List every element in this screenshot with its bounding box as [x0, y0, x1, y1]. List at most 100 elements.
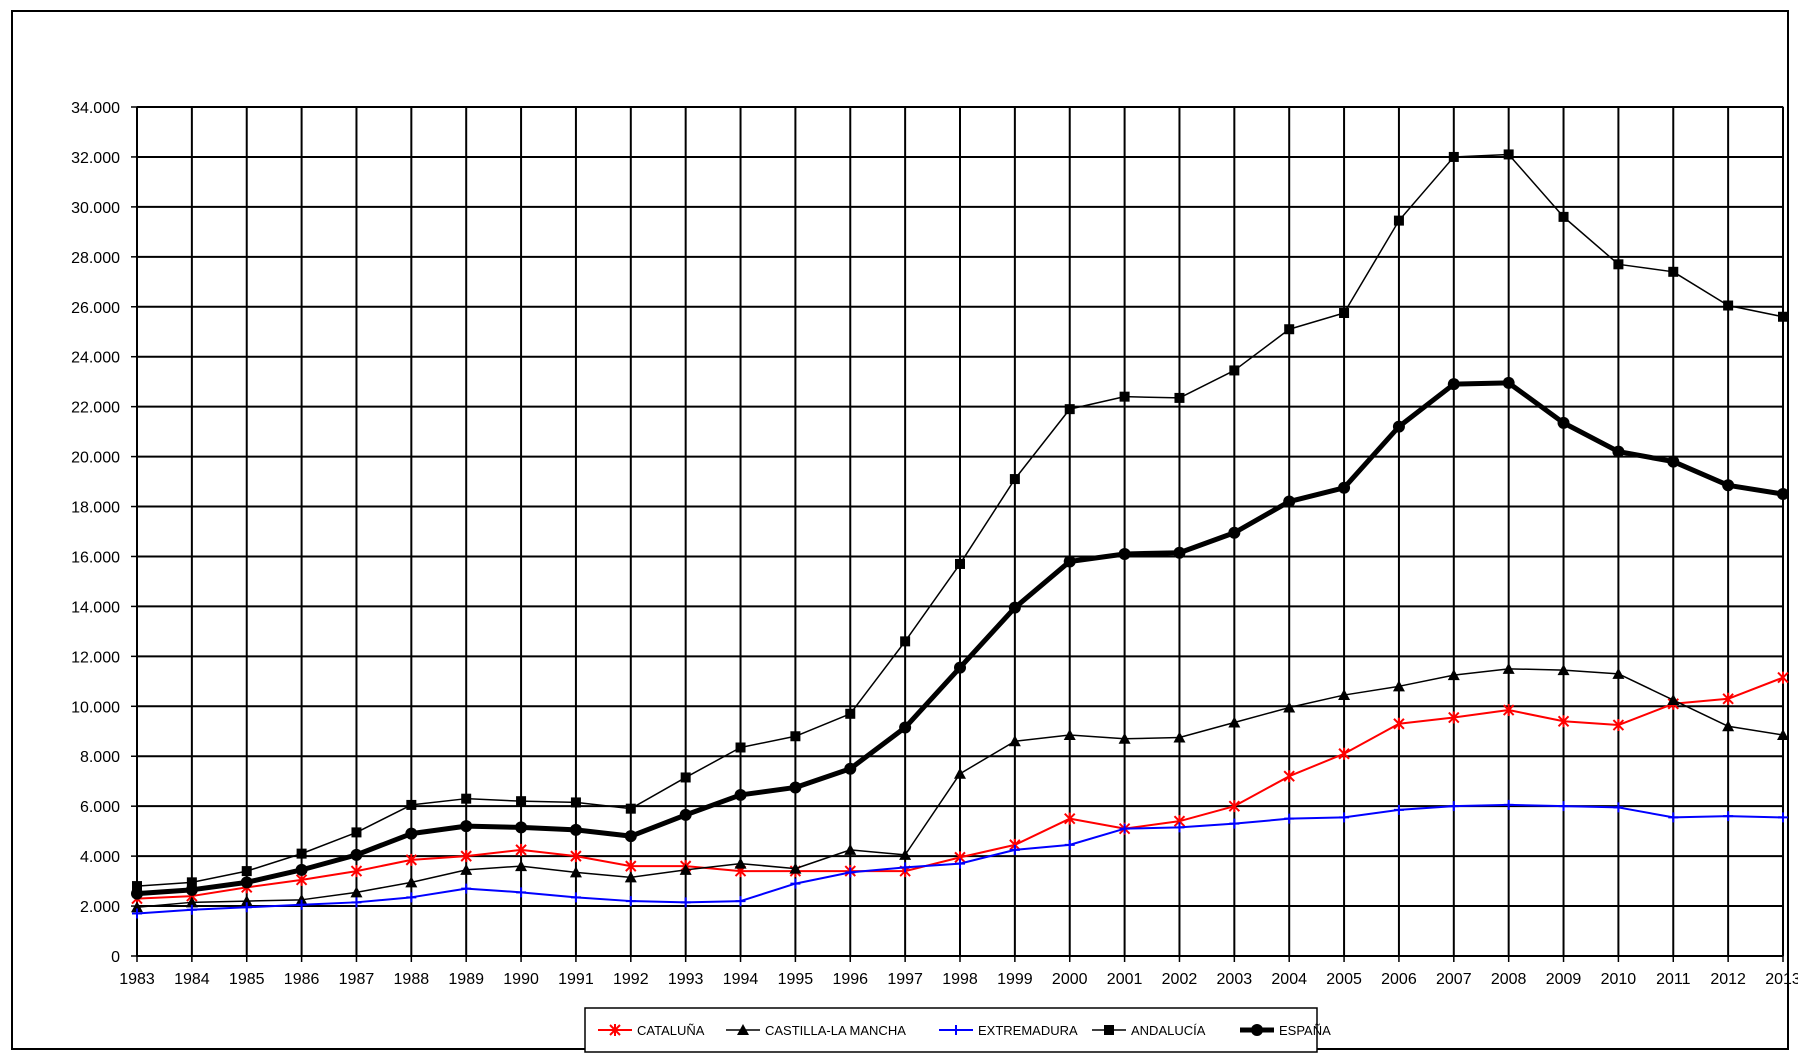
- y-tick-label: 0: [111, 949, 120, 966]
- legend-item: ANDALUCÍA: [1092, 1023, 1206, 1038]
- data-point: [405, 827, 418, 840]
- x-tick-label: 1985: [229, 971, 265, 988]
- x-tick-label: 2006: [1381, 971, 1417, 988]
- data-point: [899, 721, 912, 734]
- x-tick-label: 1991: [558, 971, 594, 988]
- data-point: [132, 881, 142, 892]
- x-tick-label: 1990: [503, 971, 539, 988]
- x-tick-label: 2002: [1162, 971, 1198, 988]
- y-tick-label: 32.000: [71, 150, 120, 167]
- data-point: [350, 848, 363, 861]
- legend-item: ESPAÑA: [1240, 1023, 1331, 1038]
- data-point: [1557, 416, 1570, 429]
- y-tick-label: 18.000: [71, 500, 120, 517]
- data-point: [899, 848, 912, 860]
- legend-label: ANDALUCÍA: [1131, 1023, 1206, 1038]
- y-tick-label: 14.000: [71, 599, 120, 616]
- data-point: [1392, 680, 1405, 692]
- data-point: [1558, 211, 1569, 222]
- data-point: [900, 862, 911, 873]
- y-tick-label: 6.000: [80, 799, 120, 816]
- data-point: [515, 821, 528, 834]
- data-point: [1228, 716, 1241, 728]
- data-point: [1339, 308, 1350, 319]
- data-point: [625, 803, 636, 814]
- data-point: [1668, 812, 1679, 823]
- data-point: [1777, 729, 1789, 741]
- data-point: [406, 799, 417, 810]
- data-point: [1338, 481, 1351, 494]
- y-tick-label: 34.000: [71, 100, 120, 117]
- data-point: [570, 797, 581, 808]
- x-tick-label: 2007: [1436, 971, 1472, 988]
- data-point: [1174, 822, 1185, 833]
- x-tick-label: 2003: [1217, 971, 1253, 988]
- data-point: [406, 892, 417, 903]
- x-tick-label: 1984: [174, 971, 210, 988]
- data-point: [1557, 664, 1570, 676]
- data-point: [1118, 732, 1131, 744]
- data-point: [460, 863, 473, 875]
- data-point: [1613, 259, 1624, 270]
- data-point: [1447, 669, 1460, 681]
- series-espa-a: [131, 376, 1789, 900]
- data-point: [131, 887, 143, 900]
- data-point: [1118, 547, 1131, 560]
- data-point: [460, 850, 472, 863]
- data-point: [1722, 692, 1734, 705]
- y-tick-label: 2.000: [80, 899, 120, 916]
- data-point: [1612, 667, 1625, 679]
- data-point: [1448, 151, 1459, 162]
- x-tick-label: 1983: [119, 971, 155, 988]
- y-tick-label: 16.000: [71, 549, 120, 566]
- x-tick-label: 2009: [1546, 971, 1582, 988]
- y-tick-label: 26.000: [71, 300, 120, 317]
- data-point: [954, 661, 966, 674]
- x-tick-label: 2004: [1271, 971, 1307, 988]
- data-point: [350, 865, 363, 878]
- data-point: [1338, 689, 1351, 701]
- legend-label: ESPAÑA: [1279, 1023, 1331, 1038]
- data-point: [516, 796, 527, 807]
- data-point: [1283, 701, 1296, 713]
- data-point: [185, 883, 198, 896]
- data-point: [350, 886, 363, 898]
- x-tick-label: 2013: [1765, 971, 1798, 988]
- data-point: [1778, 812, 1788, 823]
- data-point: [955, 558, 965, 569]
- data-point: [1613, 802, 1624, 813]
- data-point: [1392, 420, 1405, 433]
- data-point: [241, 902, 252, 913]
- data-point: [570, 850, 582, 863]
- data-point: [845, 708, 856, 719]
- data-point: [679, 863, 692, 875]
- data-point: [735, 896, 746, 907]
- data-point: [1502, 662, 1515, 674]
- series-lines: [131, 149, 1789, 919]
- data-point: [734, 788, 747, 801]
- data-point: [789, 781, 802, 794]
- data-point: [1229, 365, 1240, 376]
- data-point: [679, 808, 692, 821]
- data-point: [1668, 266, 1679, 277]
- y-axis-ticks: 0 2.000 4.000 6.000 8.000 10.000 12.000 14.000 1…: [71, 100, 137, 966]
- data-point: [460, 820, 473, 833]
- data-point: [1063, 555, 1076, 568]
- data-point: [1558, 801, 1569, 812]
- data-point: [185, 896, 198, 908]
- data-point: [296, 899, 307, 910]
- data-point: [1229, 818, 1240, 829]
- data-point: [844, 762, 857, 775]
- x-tick-label: 2010: [1601, 971, 1637, 988]
- data-point: [1008, 601, 1021, 614]
- data-point: [625, 896, 636, 907]
- y-tick-label: 30.000: [71, 200, 120, 217]
- data-point: [1502, 704, 1515, 717]
- data-point: [734, 857, 747, 869]
- x-tick-label: 2001: [1107, 971, 1143, 988]
- legend-item: CASTILLA-LA MANCHA: [726, 1023, 906, 1038]
- data-point: [1667, 694, 1680, 706]
- legend: CATALUÑA CASTILLA-LA MANCHA EXTREMADURA AND…: [584, 1007, 1331, 1053]
- data-point: [790, 878, 801, 889]
